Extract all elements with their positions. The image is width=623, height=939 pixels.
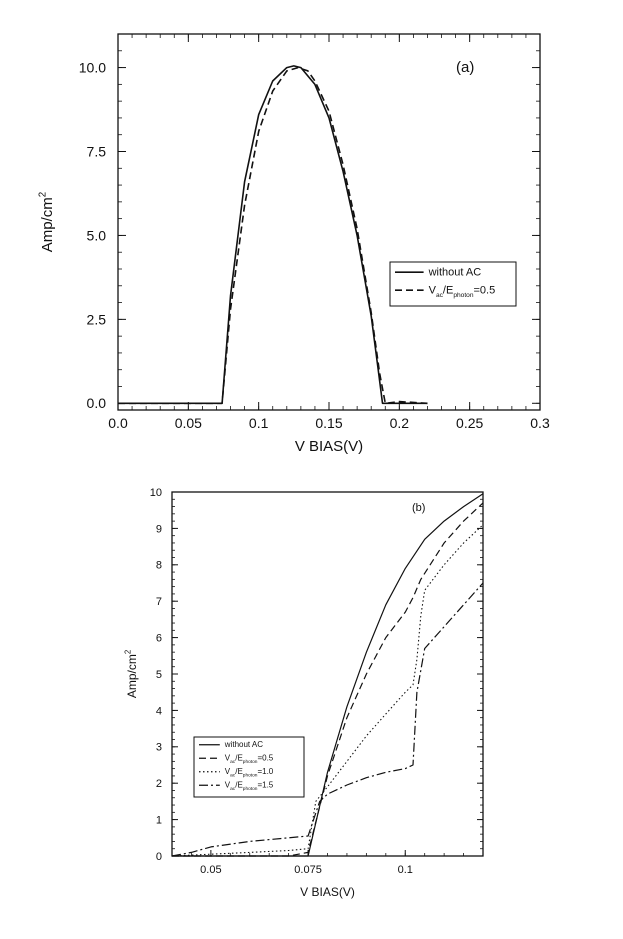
legend-entry: Vac/Ephoton=0.5 [225, 754, 274, 765]
legend-entry-part: V [225, 767, 231, 776]
panel-label: (a) [456, 59, 474, 76]
y-axis-label: Amp/cm2 [37, 192, 56, 252]
series-line-solid [172, 493, 484, 857]
legend-entry-part: ac [230, 760, 236, 765]
legend-entry-part: /E [443, 285, 453, 297]
legend-entry: without AC [428, 267, 482, 279]
legend-entry: without AC [224, 740, 263, 749]
legend-entry-part: ac [230, 787, 236, 792]
legend-entry: Vac/Ephoton=1.0 [225, 767, 274, 778]
legend-entry-part: =0.5 [473, 285, 495, 297]
x-tick-label: 0.05 [175, 415, 202, 431]
y-axis-label-text: Amp/cm [125, 654, 139, 698]
y-tick-label: 0.0 [87, 395, 107, 411]
y-tick-label: 5 [156, 669, 162, 681]
panel-label: (b) [412, 502, 425, 514]
legend-entry-part: V [429, 285, 437, 297]
series-line-dashed [172, 502, 484, 857]
legend-entry-part: /E [235, 767, 243, 776]
legend-entry-part: photon [243, 786, 258, 792]
y-tick-label: 7.5 [87, 143, 107, 159]
x-axis-label: V BIAS(V) [295, 438, 363, 455]
series-line-solid [118, 65, 428, 405]
legend-entry: Vac/Ephoton=0.5 [429, 285, 496, 299]
y-tick-label: 6 [156, 632, 162, 644]
legend-entry-part: /E [235, 754, 243, 763]
x-tick-label: 0.1 [249, 415, 269, 431]
series-line-dotted [171, 524, 484, 857]
legend-entry-part: =1.5 [257, 781, 273, 790]
y-axis-label-superscript: 2 [124, 650, 133, 654]
plot-frame [171, 491, 484, 857]
legend-entry-part: photon [243, 759, 258, 765]
y-axis-label-text: Amp/cm [39, 197, 56, 252]
y-tick-label: 7 [156, 596, 162, 608]
y-tick-label: 10.0 [79, 59, 106, 75]
y-tick-label: 5.0 [87, 227, 107, 243]
legend: without AC Vac/Ephoton=0.5 [389, 261, 517, 307]
y-tick-label: 0 [156, 851, 162, 863]
x-axis-label: V BIAS(V) [300, 885, 355, 899]
series-line-dashdot [171, 582, 484, 857]
legend-entry-part: ac [230, 774, 236, 779]
plot-frame [117, 33, 541, 411]
x-tick-label: 0.0 [108, 415, 128, 431]
y-tick-label: 2 [156, 778, 162, 790]
legend-entry-part: photon [243, 773, 258, 779]
legend-entry-part: /E [235, 781, 243, 790]
legend-entry-part: ac [436, 292, 444, 299]
y-axis-label: Amp/cm2 [124, 650, 139, 698]
legend-entry-part: V [225, 781, 231, 790]
y-axis-label-superscript: 2 [37, 192, 48, 197]
x-tick-label: 0.075 [294, 864, 322, 876]
x-tick-label: 0.15 [315, 415, 342, 431]
y-tick-label: 9 [156, 523, 162, 535]
legend-box [389, 261, 517, 307]
legend-entry-part: photon [453, 292, 474, 299]
y-tick-label: 1 [156, 814, 162, 826]
y-tick-label: 8 [156, 560, 162, 572]
x-tick-label: 0.3 [530, 415, 550, 431]
x-tick-label: 0.25 [456, 415, 483, 431]
legend-entry-part: =1.0 [257, 767, 273, 776]
x-tick-label: 0.1 [398, 864, 413, 876]
legend-box [193, 736, 305, 798]
chart-panel-a: 0.0 0.05 0.1 0.15 0.2 0.25 0.3 0.0 2.5 5.0 7.5 10.0… [37, 33, 550, 455]
legend-entry: Vac/Ephoton=1.5 [225, 781, 274, 792]
y-tick-label: 4 [156, 705, 162, 717]
x-tick-label: 0.05 [200, 864, 221, 876]
y-tick-label: 10 [150, 487, 162, 499]
legend: without ACVac/Ephoton=0.5Vac/Ephoton=1.0… [193, 736, 305, 798]
y-tick-label: 2.5 [87, 311, 107, 327]
legend-entry-part: V [225, 754, 231, 763]
legend-entry-part: =0.5 [257, 754, 273, 763]
x-tick-label: 0.2 [390, 415, 410, 431]
y-tick-label: 3 [156, 742, 162, 754]
series-line-dashed [118, 66, 428, 405]
